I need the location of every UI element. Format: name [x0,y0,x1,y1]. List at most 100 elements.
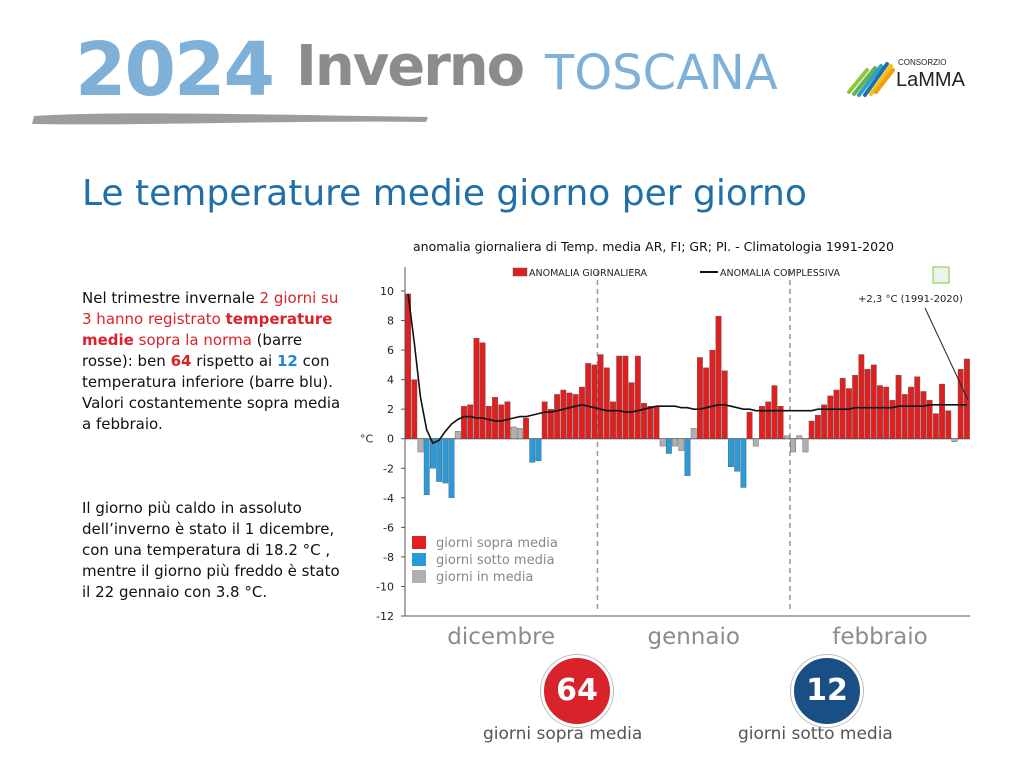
anomaly-bar [728,438,734,467]
logo-lamma-text: LaMMA [896,69,965,91]
anomaly-bar [548,408,554,439]
anomaly-bar [697,357,703,439]
anomaly-bar [616,355,623,439]
month-label: gennaio [647,624,739,650]
brush-stroke-decoration [32,113,428,125]
anomaly-bar [653,406,660,439]
legend-line-label: ANOMALIA COMPLESSIVA [720,268,840,279]
anomaly-bar [752,438,759,447]
anomaly-bar [790,438,796,453]
anomaly-bar [659,438,666,447]
anomaly-bar [864,369,871,439]
extremes-paragraph: Il giorno più caldo in assoluto dell’inv… [82,499,340,601]
anomaly-bar [920,391,927,439]
anomaly-bar [690,428,697,439]
anomaly-bar [516,428,523,439]
anomaly-bar [665,438,672,454]
anomaly-bar [641,403,647,439]
anomaly-bar [560,389,567,439]
anomaly-bar [423,438,430,496]
anomaly-bar [703,367,710,439]
summary-text-b: 2 giorni su 3 hanno registrato [82,289,339,328]
summary-text-c: temperature medie [82,310,333,349]
season-title: Inverno [296,34,525,99]
summary-text-e: (barre rosse): ben [82,331,303,370]
anomaly-chart: 10 8 6 4 2 0 -2 -4 -6 -8 -10 -12 °C dicembre gennaio fe… [360,266,970,650]
y-tick-label: -12 [376,610,394,623]
year-title: 2024 [75,27,275,113]
anomaly-bar [709,349,716,439]
overall-annotation: +2,3 °C (1991-2020) [858,294,963,305]
anomaly-bar [628,382,635,439]
y-tick-label: 4 [387,374,394,387]
anomaly-bar [603,367,610,439]
anomaly-bar [461,406,467,439]
below-count-badge: 12 [791,655,863,727]
month-label: febbraio [832,624,927,650]
anomaly-bar [858,354,865,439]
anomaly-bar [430,438,436,469]
anomaly-bar [591,364,598,439]
summary-text-a: Nel trimestre invernale [82,289,260,307]
summary-text-f: 64 [170,352,192,370]
summary-text-h: 12 [276,352,298,370]
anomaly-bar [870,364,877,439]
anomaly-bar [485,406,492,439]
overall-anomaly-line [407,293,967,445]
chart-logo-icon [932,266,950,284]
summary-paragraph: Nel trimestre invernale 2 giorni su 3 ha… [82,288,344,435]
anomaly-bar [877,385,883,439]
anomaly-bar [715,315,722,439]
anomaly-bar [529,438,536,463]
anomaly-bar [684,438,691,476]
anomaly-bar [914,376,921,439]
anomaly-bar [827,395,834,439]
anomaly-bar [417,438,424,453]
anomaly-bar [802,438,809,453]
anomaly-bar [889,400,896,439]
anomaly-bar [585,363,592,439]
summary-text-g: rispetto ai [191,352,277,370]
anomaly-bar [436,438,443,482]
anomaly-bar [883,386,890,439]
anomaly-bar [535,438,542,462]
legend-bars-label: ANOMALIA GIORNALIERA [529,268,648,279]
anomaly-bar [740,438,747,488]
anomaly-bar [597,354,604,439]
anomaly-bar [454,431,461,439]
anomaly-bar [541,401,548,439]
anomaly-bar [783,435,790,439]
anomaly-bar [411,379,418,439]
anomaly-bar [846,388,852,439]
anomaly-bar [908,386,914,439]
anomaly-bar [734,438,741,472]
logo-consorzio-text: CONSORZIO [898,58,947,67]
anomaly-bar [572,394,579,439]
anomaly-bar [672,438,678,447]
y-tick-label: 2 [387,403,394,416]
anomaly-bar [442,438,449,484]
y-tick-label: 10 [380,285,394,298]
anomaly-bar [951,438,958,442]
legend-bars-swatch [512,267,528,277]
legend-bottom-swatch [412,570,426,583]
anomaly-bar [808,420,815,439]
anomaly-bar [554,394,561,439]
legend-bottom-label: giorni sopra media [436,536,558,551]
y-tick-label: 6 [387,344,394,357]
anomaly-bar [901,394,908,439]
legend-bottom-swatch [412,536,426,549]
below-count-label: giorni sotto media [738,724,893,744]
month-label: dicembre [447,624,555,650]
legend-bottom-label: giorni in media [436,570,533,585]
summary-text-d: sopra la norma [133,331,252,349]
anomaly-bar [746,411,753,439]
anomaly-bar [939,383,945,439]
anomaly-bar [473,338,480,439]
y-axis-label: °C [360,433,374,446]
anomaly-bar [932,413,939,439]
header: 2024 Inverno TOSCANA CONSORZIO LaMMA [0,0,1024,140]
anomaly-bar [796,435,803,439]
anomaly-bar [833,389,840,439]
chart-title: anomalia giornaliera di Temp. media AR, … [413,239,894,254]
